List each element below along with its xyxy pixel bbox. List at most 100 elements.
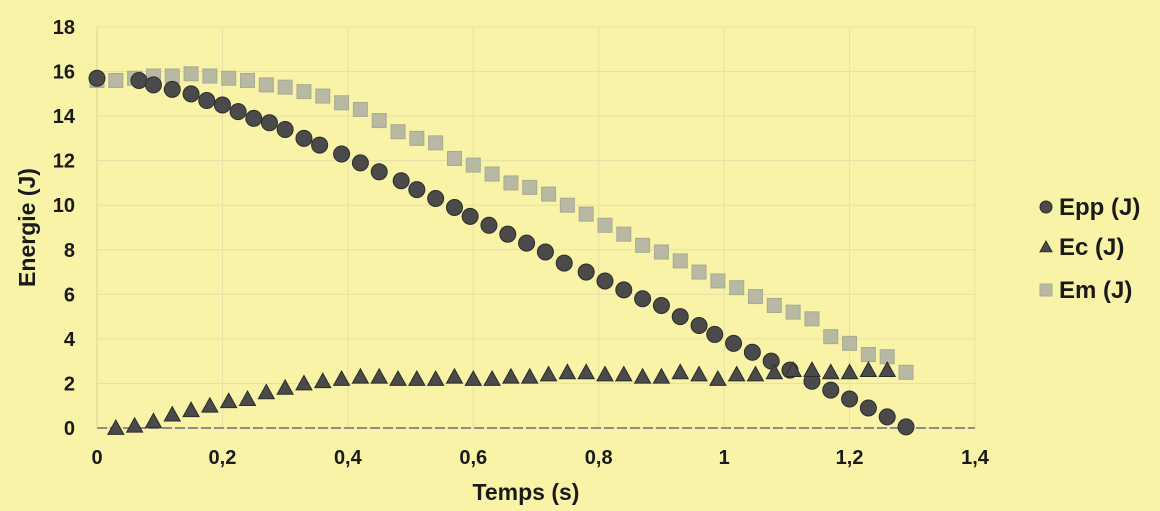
data-point <box>183 66 199 82</box>
data-point <box>245 109 263 127</box>
x-tick-label: 0 <box>91 447 102 469</box>
data-point <box>464 369 483 386</box>
data-point <box>860 346 876 362</box>
data-point <box>229 103 247 121</box>
data-point <box>766 297 782 313</box>
y-tick-label: 6 <box>64 284 75 306</box>
data-point <box>518 234 536 252</box>
data-point <box>539 365 558 382</box>
x-tick-label: 0,8 <box>585 447 613 469</box>
data-point <box>555 254 573 272</box>
data-point <box>461 207 479 225</box>
data-point <box>313 372 332 389</box>
data-point <box>765 363 784 380</box>
data-point <box>706 325 724 343</box>
data-point <box>710 273 726 289</box>
data-point <box>559 197 575 213</box>
data-point <box>804 311 820 327</box>
data-point <box>577 263 595 281</box>
data-point <box>484 166 500 182</box>
y-tick-label: 12 <box>53 151 75 173</box>
data-point <box>370 367 389 384</box>
legend-marker <box>1039 239 1053 253</box>
data-point <box>615 281 633 299</box>
data-point <box>635 237 651 253</box>
data-point <box>240 72 256 88</box>
data-point <box>558 363 577 380</box>
legend: Epp (J) Ec (J) Em (J) <box>1039 194 1140 304</box>
data-point <box>577 363 596 380</box>
data-series <box>88 66 915 436</box>
data-point <box>898 364 914 380</box>
data-point <box>219 392 238 409</box>
data-point <box>690 365 708 382</box>
axes <box>96 27 975 429</box>
data-point <box>859 361 878 377</box>
data-point <box>597 217 613 233</box>
data-point <box>295 374 313 391</box>
data-point <box>428 135 444 151</box>
data-point <box>536 243 554 261</box>
legend-marker <box>1039 283 1053 297</box>
x-tick-label: 0,2 <box>209 447 237 469</box>
y-tick-label: 14 <box>53 106 76 128</box>
grid <box>96 26 976 429</box>
y-tick-label: 18 <box>53 17 75 39</box>
data-point <box>257 383 276 400</box>
data-point <box>295 129 313 147</box>
data-point <box>483 369 501 386</box>
data-point <box>499 225 517 243</box>
data-point <box>842 335 858 351</box>
x-tick-label: 1 <box>719 447 730 469</box>
data-point <box>221 70 237 86</box>
data-point <box>260 114 278 132</box>
x-tick-label: 1,2 <box>836 447 864 469</box>
data-point <box>334 95 350 111</box>
data-point <box>502 367 520 384</box>
data-point <box>445 198 463 216</box>
data-point <box>409 130 425 146</box>
data-point <box>276 120 294 138</box>
data-point <box>748 289 763 305</box>
series-epp <box>88 69 915 436</box>
x-axis-title: Temps (s) <box>473 479 580 505</box>
data-point <box>144 412 163 429</box>
legend-marker <box>1039 200 1053 214</box>
data-point <box>522 179 538 195</box>
data-point <box>822 381 840 399</box>
data-point <box>389 369 407 386</box>
data-point <box>392 172 410 190</box>
data-point <box>823 329 839 345</box>
data-point <box>370 163 388 181</box>
tick-labels: 0 2 4 6 8 10 12 14 16 18 0 0,2 0,4 0,6 0,8 1 1,2 1,4 <box>53 17 990 469</box>
data-point <box>333 145 351 163</box>
data-point <box>407 369 426 386</box>
data-point <box>821 363 840 380</box>
data-point <box>198 92 216 110</box>
data-point <box>520 367 539 384</box>
legend-label: Epp (J) <box>1059 194 1140 221</box>
legend-label: Ec (J) <box>1059 234 1124 261</box>
data-point <box>480 216 498 234</box>
data-point <box>427 190 445 208</box>
data-point <box>213 96 231 114</box>
data-point <box>390 124 406 140</box>
data-point <box>144 76 162 94</box>
data-point <box>276 378 294 395</box>
data-point <box>408 181 426 199</box>
y-tick-label: 10 <box>53 195 75 217</box>
y-axis-title: Energie (J) <box>14 168 40 287</box>
legend-entry: Ec (J) <box>1039 234 1124 261</box>
data-point <box>371 113 387 129</box>
data-point <box>746 365 765 382</box>
data-point <box>465 157 481 173</box>
data-point <box>729 280 745 296</box>
data-point <box>277 79 293 95</box>
data-point <box>445 367 464 384</box>
data-point <box>878 408 896 426</box>
data-point <box>578 206 594 222</box>
data-point <box>671 363 690 380</box>
data-point <box>106 418 125 435</box>
data-point <box>201 396 219 413</box>
